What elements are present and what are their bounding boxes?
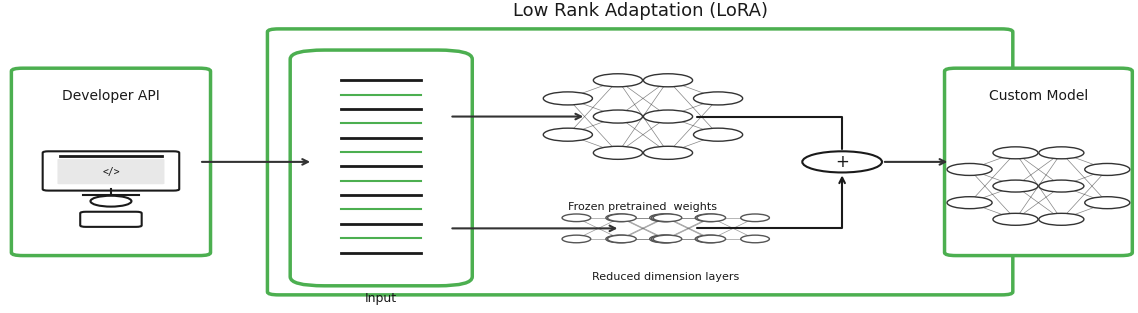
Circle shape (693, 92, 743, 105)
Circle shape (562, 214, 591, 222)
FancyBboxPatch shape (43, 151, 180, 191)
Circle shape (1039, 180, 1083, 192)
Circle shape (1085, 163, 1130, 175)
Circle shape (643, 110, 693, 123)
Circle shape (1039, 147, 1083, 159)
Circle shape (650, 235, 678, 243)
Circle shape (947, 197, 992, 209)
Circle shape (593, 146, 643, 159)
FancyBboxPatch shape (290, 50, 472, 286)
Circle shape (643, 74, 693, 87)
Circle shape (605, 235, 635, 243)
Text: Input: Input (365, 292, 397, 305)
Circle shape (91, 196, 132, 207)
Circle shape (643, 146, 693, 159)
FancyBboxPatch shape (11, 68, 211, 256)
Circle shape (802, 151, 882, 172)
FancyBboxPatch shape (58, 159, 165, 184)
Circle shape (608, 235, 636, 243)
Text: +: + (835, 153, 849, 171)
Circle shape (1039, 213, 1083, 225)
Circle shape (695, 235, 724, 243)
Circle shape (651, 235, 681, 243)
Circle shape (653, 235, 682, 243)
Circle shape (696, 214, 726, 222)
Text: </>: </> (102, 167, 119, 177)
Circle shape (593, 110, 643, 123)
Text: Custom Model: Custom Model (989, 89, 1088, 103)
FancyBboxPatch shape (81, 212, 142, 227)
Text: Low Rank Adaptation (LoRA): Low Rank Adaptation (LoRA) (512, 2, 768, 20)
Circle shape (653, 214, 682, 222)
Circle shape (993, 147, 1038, 159)
Circle shape (562, 235, 591, 243)
Circle shape (693, 128, 743, 141)
Circle shape (947, 163, 992, 175)
Circle shape (543, 92, 593, 105)
Circle shape (608, 214, 636, 222)
FancyBboxPatch shape (267, 29, 1013, 295)
Circle shape (741, 235, 769, 243)
Circle shape (695, 214, 724, 222)
Circle shape (650, 214, 678, 222)
Circle shape (651, 214, 681, 222)
Text: Reduced dimension layers: Reduced dimension layers (592, 272, 740, 282)
Circle shape (696, 235, 726, 243)
Circle shape (593, 74, 643, 87)
FancyBboxPatch shape (945, 68, 1132, 256)
Text: Frozen pretrained  weights: Frozen pretrained weights (569, 202, 717, 212)
Circle shape (543, 128, 593, 141)
Circle shape (605, 214, 635, 222)
Text: Developer API: Developer API (63, 89, 159, 103)
Circle shape (741, 214, 769, 222)
Circle shape (993, 213, 1038, 225)
Circle shape (1085, 197, 1130, 209)
Circle shape (993, 180, 1038, 192)
